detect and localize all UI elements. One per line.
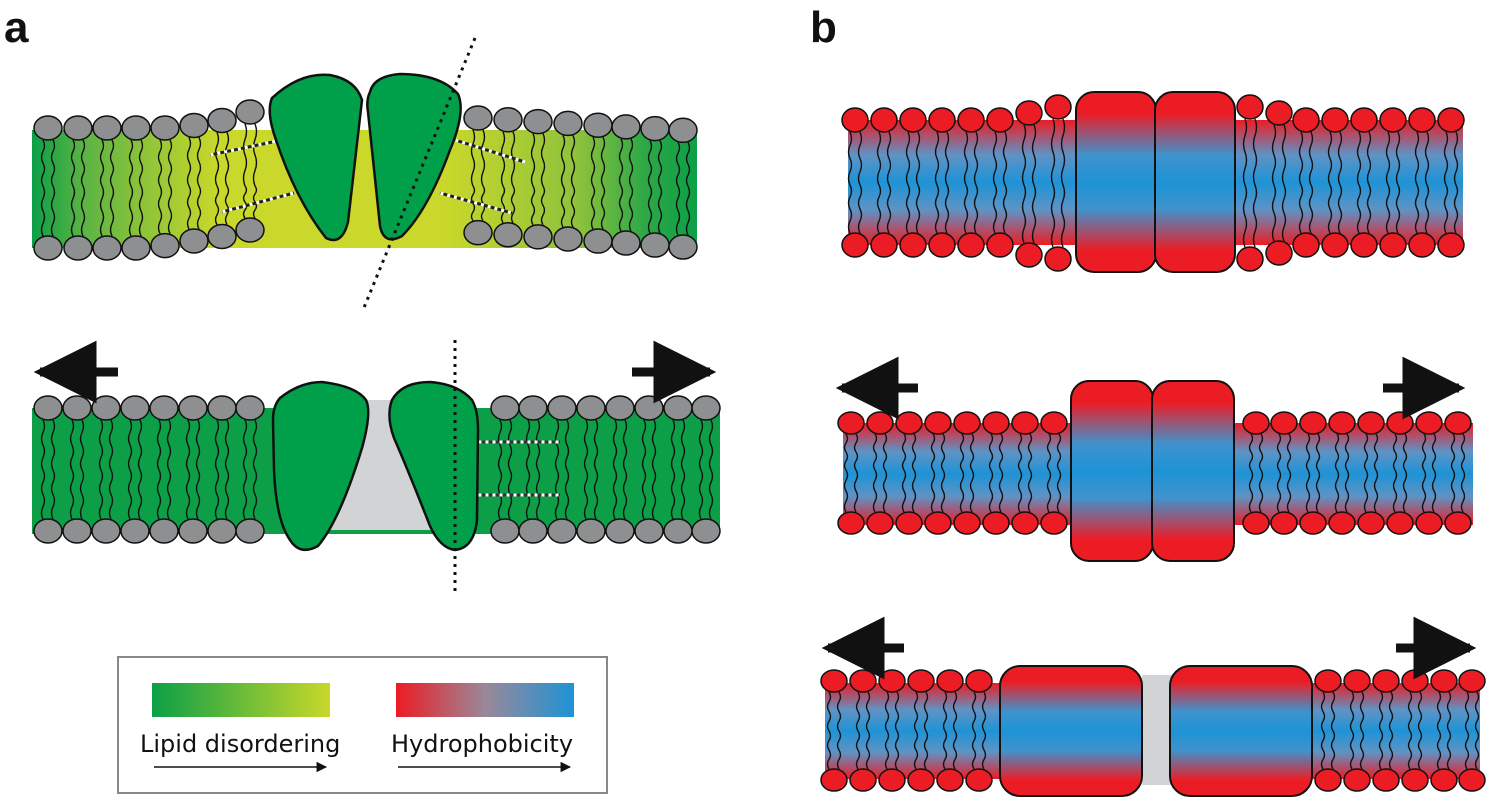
protein-b1-left xyxy=(1076,92,1156,272)
panel-b-label: b xyxy=(810,3,837,52)
protein-b3-left xyxy=(1000,666,1142,796)
protein-b2-left xyxy=(1071,381,1153,561)
protein-b3-right xyxy=(1170,666,1312,796)
legend-disorder-bar xyxy=(152,683,330,717)
panel-a-label: a xyxy=(4,3,29,52)
legend-hydro-label: Hydrophobicity xyxy=(391,730,573,758)
panel-a-top-membrane xyxy=(32,38,697,310)
panel-b-top-membrane xyxy=(842,92,1464,272)
protein-b1-right xyxy=(1155,92,1235,272)
legend-disorder-label: Lipid disordering xyxy=(140,730,340,758)
legend: Lipid disordering Hydrophobicity xyxy=(118,657,607,793)
legend-hydro-bar xyxy=(396,683,574,717)
panel-b-middle-membrane xyxy=(838,381,1473,561)
protein-b2-right xyxy=(1152,381,1234,561)
panel-b-bottom-membrane xyxy=(821,648,1485,796)
panel-a-bottom-membrane xyxy=(32,340,720,595)
